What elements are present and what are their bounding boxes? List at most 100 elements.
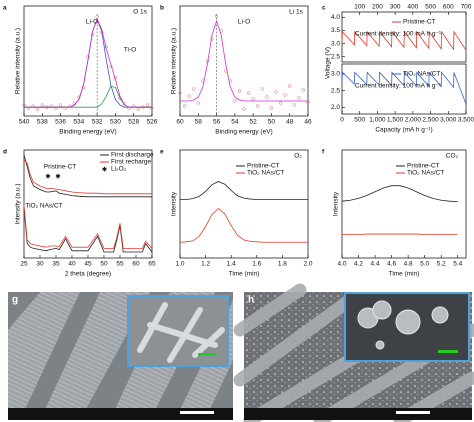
plot-frame <box>341 149 467 259</box>
x2-tick-label: 300 <box>390 4 401 11</box>
x-tick-label: 4.4 <box>371 261 380 268</box>
star-marker: ✱ <box>55 173 61 181</box>
y-tick-label: 2.5 <box>331 53 340 60</box>
y-tick-label: 2.5 <box>331 87 340 94</box>
data-line <box>23 205 153 249</box>
data-point <box>192 87 196 91</box>
x-tick-label: 536 <box>55 119 66 126</box>
annotation: O₂ <box>294 153 302 160</box>
panel-label: b <box>160 5 164 12</box>
series-group <box>178 14 310 111</box>
y-tick-label: 3.0 <box>331 40 340 47</box>
x-tick-label: 65 <box>148 261 156 268</box>
data-line <box>180 19 308 102</box>
x-tick-label: 5.2 <box>437 261 446 268</box>
y-axis-label: Voltage (V) <box>325 47 332 79</box>
x-tick-label: 538 <box>37 119 48 126</box>
data-line <box>341 185 458 203</box>
annotation: Current density: 100 mA h g⁻¹ <box>355 31 442 38</box>
x-tick-label: 540 <box>19 119 30 126</box>
x-tick-label: 1.8 <box>278 261 287 268</box>
data-point <box>251 97 255 101</box>
x-tick-label: 2,000 <box>405 117 422 124</box>
plot-frame <box>341 63 467 115</box>
data-point <box>269 106 274 110</box>
x-tick-label: 46 <box>304 119 312 126</box>
data-line <box>24 18 152 108</box>
data-point <box>260 87 264 91</box>
x2-tick-label: 400 <box>407 4 418 11</box>
x-axis-label: 2 theta (degree) <box>65 271 111 278</box>
panel-label: f <box>322 149 325 156</box>
x-tick-label: 3,500 <box>458 117 474 124</box>
data-point <box>288 84 292 88</box>
annotation: O 1s <box>133 9 147 16</box>
x-axis-label: Capacity (mA h g⁻¹) <box>375 127 432 134</box>
sem-image-g: g <box>8 292 233 420</box>
data-point <box>58 103 63 107</box>
data-line <box>23 159 152 195</box>
data-point <box>178 91 182 95</box>
series-group <box>341 185 458 235</box>
x-tick-label: 4.2 <box>354 261 363 268</box>
x-tick-label: 3,000 <box>440 117 457 124</box>
x-tick-label: 60 <box>132 261 140 268</box>
data-point <box>196 101 200 105</box>
data-line <box>341 30 467 51</box>
x-tick-label: 48 <box>286 119 294 126</box>
data-point <box>242 107 246 111</box>
x-tick-label: 5.4 <box>453 261 462 268</box>
x-tick-label: 4.0 <box>337 261 346 268</box>
data-point <box>297 96 301 100</box>
legend-label: First discharge <box>111 152 154 159</box>
x-tick-label: 1.2 <box>201 261 210 268</box>
data-line <box>24 18 152 108</box>
data-point <box>233 99 237 103</box>
annotation: Li-O <box>86 19 98 26</box>
x-tick-label: 58 <box>195 119 203 126</box>
y-axis-label: Intensity <box>171 191 178 216</box>
x-tick-label: 1,000 <box>369 117 386 124</box>
x-tick-label: 55 <box>116 261 124 268</box>
panel-label: c <box>322 5 326 12</box>
x-tick-label: 35 <box>52 261 60 268</box>
x-tick-label: 5.0 <box>420 261 429 268</box>
series-group <box>341 71 467 105</box>
legend-label: Pristine-CT <box>247 163 280 170</box>
series-group <box>22 15 154 112</box>
data-line <box>23 154 152 198</box>
annotation: CO₂ <box>446 153 459 160</box>
plot-frame <box>179 5 309 117</box>
x-tick-label: 1,500 <box>387 117 404 124</box>
x-axis-label: Time (min) <box>229 271 260 278</box>
x-tick-label: 60 <box>176 119 184 126</box>
x-tick-label: 2,500 <box>422 117 439 124</box>
star-marker: ✱ <box>102 166 108 174</box>
y-tick-label: 3.0 <box>331 71 340 78</box>
series-group <box>341 30 467 51</box>
y-tick-label: 4.0 <box>331 14 340 21</box>
legend-label: TiO₂ NAs/CT <box>403 71 440 78</box>
x-tick-label: 532 <box>92 119 103 126</box>
annotation: Pristine-CT <box>44 164 77 171</box>
data-point <box>214 14 219 18</box>
x-tick-label: 30 <box>36 261 44 268</box>
x-tick-label: 50 <box>268 119 276 126</box>
series-group <box>23 154 153 253</box>
data-point <box>274 90 278 94</box>
y-axis-label: Relative intensity (a.u.) <box>15 28 22 94</box>
x-tick-label: 25 <box>20 261 28 268</box>
x-axis-label: Time (min) <box>389 271 420 278</box>
panel-label: e <box>160 149 164 156</box>
data-point <box>136 107 140 112</box>
panel-label: d <box>3 149 7 156</box>
annotation: Current density: 100 mA h g⁻¹ <box>355 83 442 90</box>
panel-label: a <box>3 5 7 12</box>
x-tick-label: 1.6 <box>252 261 261 268</box>
series-group <box>179 181 308 243</box>
data-line <box>179 207 308 243</box>
plot-frame <box>179 149 309 259</box>
legend-label: Pristine-CT <box>403 19 436 26</box>
y-axis-label: Intensity (a.u.) <box>15 183 22 224</box>
